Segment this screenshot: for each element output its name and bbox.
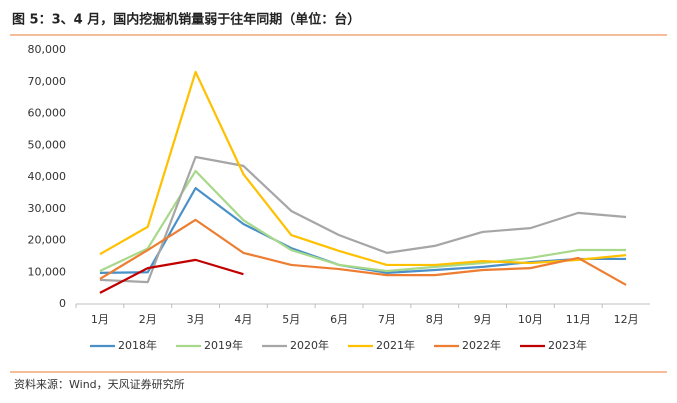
series-line	[99, 218, 627, 286]
series-line	[99, 169, 627, 273]
x-tick-label: 12月	[614, 313, 639, 326]
legend-label: 2023年	[548, 338, 587, 352]
y-tick-label: 20,000	[28, 234, 67, 247]
y-tick-label: 70,000	[28, 75, 67, 88]
legend-label: 2018年	[118, 338, 157, 352]
y-tick-label: 60,000	[28, 107, 67, 120]
series-line	[99, 258, 244, 294]
x-tick-label: 4月	[234, 313, 252, 326]
x-tick-label: 6月	[330, 313, 348, 326]
series-line	[99, 155, 627, 284]
y-tick-label: 30,000	[28, 202, 67, 215]
y-tick-label: 10,000	[28, 265, 67, 278]
source: 资料来源：Wind，天风证券研究所	[14, 377, 185, 391]
x-tick-label: 8月	[426, 313, 444, 326]
y-tick-label: 0	[59, 297, 66, 310]
x-tick-label: 7月	[378, 313, 396, 326]
y-tick-label: 40,000	[28, 170, 67, 183]
x-tick-label: 5月	[282, 313, 300, 326]
x-tick-label: 11月	[566, 313, 591, 326]
x-tick-label: 9月	[474, 313, 492, 326]
x-tick-label: 10月	[518, 313, 543, 326]
y-tick-label: 50,000	[28, 138, 67, 151]
legend-label: 2021年	[376, 338, 415, 352]
legend-label: 2020年	[290, 338, 329, 352]
chart-title: 图 5：3、4 月，国内挖掘机销量弱于往年同期（单位：台）	[12, 12, 360, 28]
legend-label: 2019年	[204, 338, 243, 352]
x-tick-label: 3月	[187, 313, 205, 326]
y-tick-label: 80,000	[28, 43, 67, 56]
legend-label: 2022年	[462, 338, 501, 352]
x-tick-label: 2月	[139, 313, 157, 326]
x-tick-label: 1月	[91, 313, 109, 326]
series-line	[99, 70, 627, 267]
